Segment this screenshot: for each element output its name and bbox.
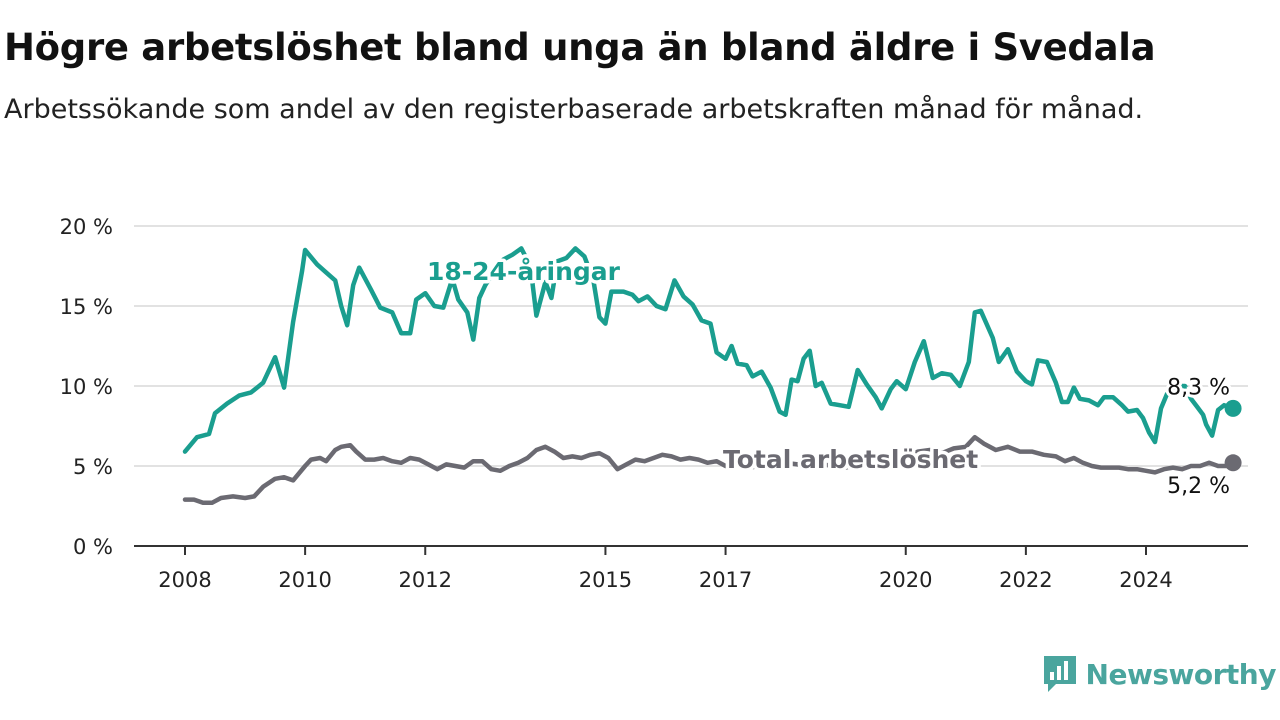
y-tick-label: 20 % xyxy=(60,215,113,239)
y-axis-labels: 0 % 5 % 10 % 15 % 20 % xyxy=(60,215,113,559)
series-lines xyxy=(182,246,1242,506)
annotations: 18-24-åringar Total arbetslöshet 8,3 % 5,2 … xyxy=(424,254,1234,502)
total-series-end-dot xyxy=(1224,454,1242,472)
x-tick-label: 2024 xyxy=(1119,568,1172,592)
x-axis: 2008 2010 2012 2015 2017 2020 2022 2024 xyxy=(134,545,1248,592)
x-tick-label: 2017 xyxy=(699,568,752,592)
x-tick-label: 2010 xyxy=(278,568,331,592)
x-tick-label: 2020 xyxy=(879,568,932,592)
youth-series-line xyxy=(182,246,1236,454)
newsworthy-logo: Newsworthy xyxy=(1042,652,1277,696)
total-series-line xyxy=(182,434,1236,506)
youth-series-end-dot xyxy=(1224,399,1242,417)
brand-name: Newsworthy xyxy=(1085,657,1277,691)
total-series-label: Total arbetslöshet xyxy=(723,445,978,474)
line-chart: 0 %5 %10 %15 %20 % 2008 2010 2012 2015 2017 2… xyxy=(60,215,1248,592)
total-end-value: 5,2 % xyxy=(1167,474,1230,499)
x-tick-label: 2022 xyxy=(999,568,1052,592)
x-tick-label: 2008 xyxy=(158,568,211,592)
y-tick-label: 5 % xyxy=(73,455,113,479)
chart-subtitle: Arbetssökande som andel av den registerb… xyxy=(4,94,1144,125)
youth-series-label: 18-24-åringar xyxy=(427,257,621,286)
x-tick-label: 2012 xyxy=(399,568,452,592)
x-tick-label: 2015 xyxy=(579,568,632,592)
y-tick-label: 0 % xyxy=(73,535,113,559)
y-tick-label: 10 % xyxy=(60,375,113,399)
newsworthy-logo-icon xyxy=(1043,656,1076,692)
youth-end-value: 8,3 % xyxy=(1167,375,1230,400)
y-tick-label: 15 % xyxy=(60,295,113,319)
chart-title: Högre arbetslöshet bland unga än bland ä… xyxy=(4,26,1156,69)
